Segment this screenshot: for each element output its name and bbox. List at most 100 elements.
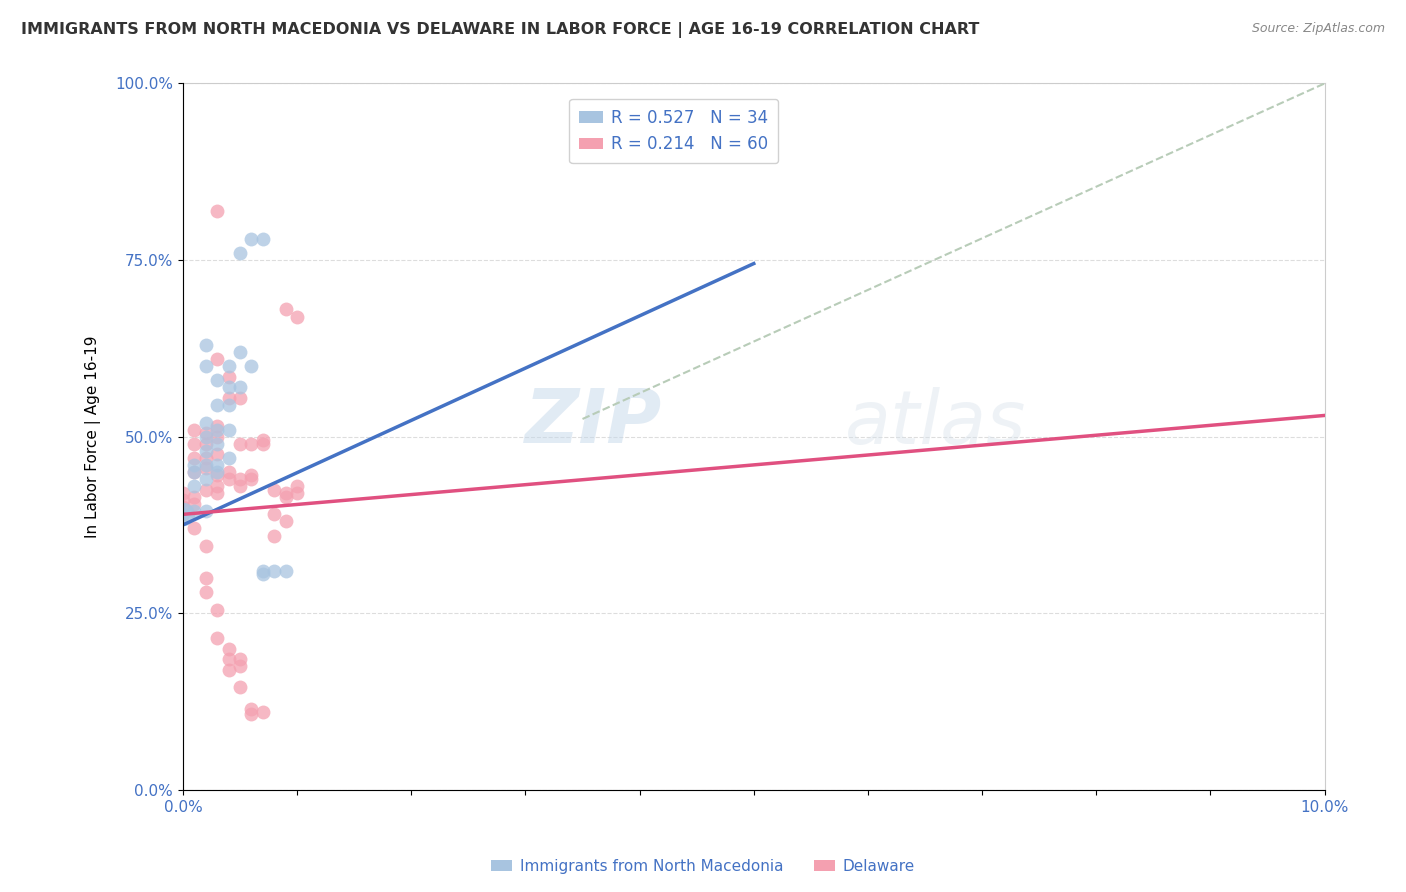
Point <box>172 500 194 515</box>
Point <box>218 359 240 373</box>
Point <box>240 706 263 721</box>
Point <box>229 391 252 405</box>
Point <box>205 631 228 645</box>
Point <box>183 521 205 535</box>
Point <box>240 436 263 450</box>
Point <box>205 436 228 450</box>
Point <box>172 508 194 522</box>
Point <box>218 652 240 666</box>
Point <box>229 681 252 695</box>
Point <box>263 483 285 497</box>
Point <box>274 490 297 504</box>
Point <box>252 436 274 450</box>
Point <box>263 564 285 578</box>
Point <box>183 504 205 518</box>
Point <box>183 479 205 493</box>
Point <box>218 450 240 465</box>
Text: ZIP: ZIP <box>526 386 662 459</box>
Point <box>194 430 217 444</box>
Point <box>205 603 228 617</box>
Point <box>229 380 252 394</box>
Point <box>172 508 194 522</box>
Point <box>229 479 252 493</box>
Point <box>274 515 297 529</box>
Point <box>218 391 240 405</box>
Point <box>194 504 217 518</box>
Point <box>218 472 240 486</box>
Point <box>172 493 194 508</box>
Point <box>285 486 308 500</box>
Point <box>205 479 228 493</box>
Point <box>252 433 274 447</box>
Point <box>274 302 297 317</box>
Point <box>240 359 263 373</box>
Y-axis label: In Labor Force | Age 16-19: In Labor Force | Age 16-19 <box>86 335 101 538</box>
Point <box>263 528 285 542</box>
Point <box>194 571 217 585</box>
Point <box>229 472 252 486</box>
Point <box>194 426 217 441</box>
Point <box>205 203 228 218</box>
Point <box>252 705 274 719</box>
Point <box>205 419 228 434</box>
Point <box>229 659 252 673</box>
Point <box>229 436 252 450</box>
Point <box>194 436 217 450</box>
Point <box>252 564 274 578</box>
Point <box>205 398 228 412</box>
Point <box>205 486 228 500</box>
Point <box>205 430 228 444</box>
Point <box>218 398 240 412</box>
Point <box>172 486 194 500</box>
Legend: Immigrants from North Macedonia, Delaware: Immigrants from North Macedonia, Delawar… <box>485 853 921 880</box>
Point <box>263 508 285 522</box>
Point <box>183 465 205 479</box>
Point <box>183 458 205 472</box>
Point <box>274 486 297 500</box>
Point <box>194 585 217 599</box>
Point <box>194 458 217 472</box>
Point <box>194 359 217 373</box>
Point <box>252 232 274 246</box>
Point <box>218 465 240 479</box>
Point <box>183 465 205 479</box>
Point <box>205 458 228 472</box>
Point <box>205 351 228 366</box>
Text: IMMIGRANTS FROM NORTH MACEDONIA VS DELAWARE IN LABOR FORCE | AGE 16-19 CORRELATI: IMMIGRANTS FROM NORTH MACEDONIA VS DELAW… <box>21 22 980 38</box>
Legend: R = 0.527   N = 34, R = 0.214   N = 60: R = 0.527 N = 34, R = 0.214 N = 60 <box>569 99 779 163</box>
Point <box>183 436 205 450</box>
Point <box>194 472 217 486</box>
Point <box>229 652 252 666</box>
Point <box>218 380 240 394</box>
Point <box>285 479 308 493</box>
Point <box>183 490 205 504</box>
Point <box>194 450 217 465</box>
Point <box>194 443 217 458</box>
Point <box>194 416 217 430</box>
Point <box>252 567 274 582</box>
Point <box>229 344 252 359</box>
Point <box>240 468 263 483</box>
Point <box>274 564 297 578</box>
Point <box>218 369 240 384</box>
Point <box>194 539 217 553</box>
Point <box>183 497 205 511</box>
Point <box>240 472 263 486</box>
Point <box>205 468 228 483</box>
Point <box>194 338 217 352</box>
Point <box>218 641 240 656</box>
Point <box>194 483 217 497</box>
Point <box>183 450 205 465</box>
Point <box>240 701 263 715</box>
Point <box>240 232 263 246</box>
Point <box>205 373 228 387</box>
Point <box>218 663 240 677</box>
Point <box>285 310 308 324</box>
Point <box>229 246 252 260</box>
Point <box>194 461 217 475</box>
Point <box>205 447 228 461</box>
Point <box>205 465 228 479</box>
Point <box>183 423 205 437</box>
Text: Source: ZipAtlas.com: Source: ZipAtlas.com <box>1251 22 1385 36</box>
Text: atlas: atlas <box>845 386 1026 458</box>
